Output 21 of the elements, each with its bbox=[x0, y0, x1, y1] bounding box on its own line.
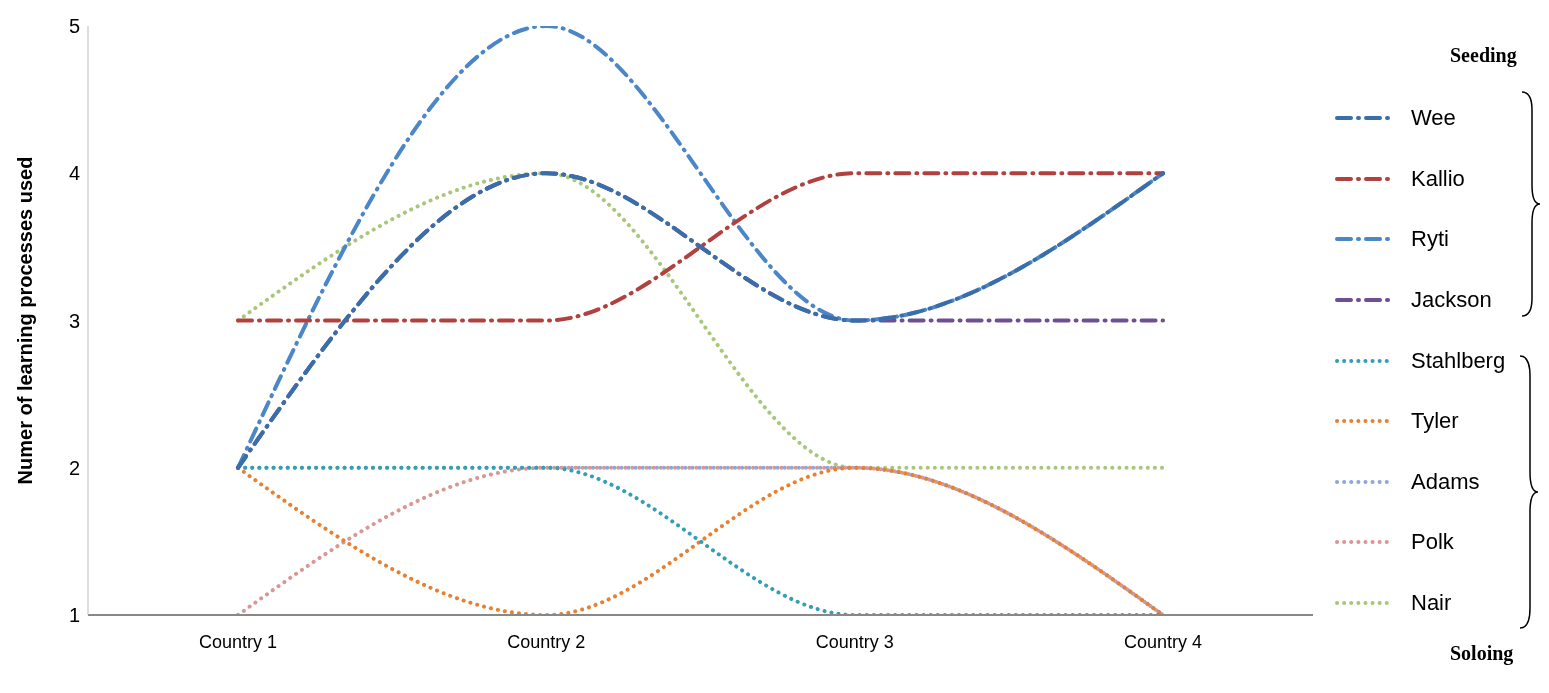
legend-label: Kallio bbox=[1411, 165, 1465, 192]
text: Seeding bbox=[1450, 44, 1517, 67]
x-tick-label: Country 3 bbox=[815, 631, 894, 652]
legend-label: Stahlberg bbox=[1411, 347, 1506, 374]
text: Soloing bbox=[1450, 642, 1514, 665]
legend-label: Wee bbox=[1411, 105, 1456, 132]
legend-label: Ryti bbox=[1411, 226, 1449, 253]
y-tick-label: 4 bbox=[68, 162, 80, 185]
y-tick-label: 2 bbox=[68, 456, 80, 479]
legend-label: Tyler bbox=[1411, 408, 1459, 435]
legend-label: Nair bbox=[1411, 590, 1452, 617]
x-tick-label: Country 2 bbox=[507, 631, 586, 652]
y-axis-title: Numer of learning processes used bbox=[14, 156, 37, 485]
y-tick-label: 1 bbox=[68, 604, 80, 627]
legend-label: Jackson bbox=[1411, 287, 1492, 314]
y-tick-label: 5 bbox=[68, 15, 80, 38]
x-tick-label: Country 1 bbox=[198, 631, 278, 652]
legend-label: Polk bbox=[1411, 529, 1454, 556]
y-tick-label: 3 bbox=[68, 309, 80, 332]
x-tick-label: Country 4 bbox=[1123, 631, 1203, 652]
legend-label: Adams bbox=[1411, 468, 1480, 495]
